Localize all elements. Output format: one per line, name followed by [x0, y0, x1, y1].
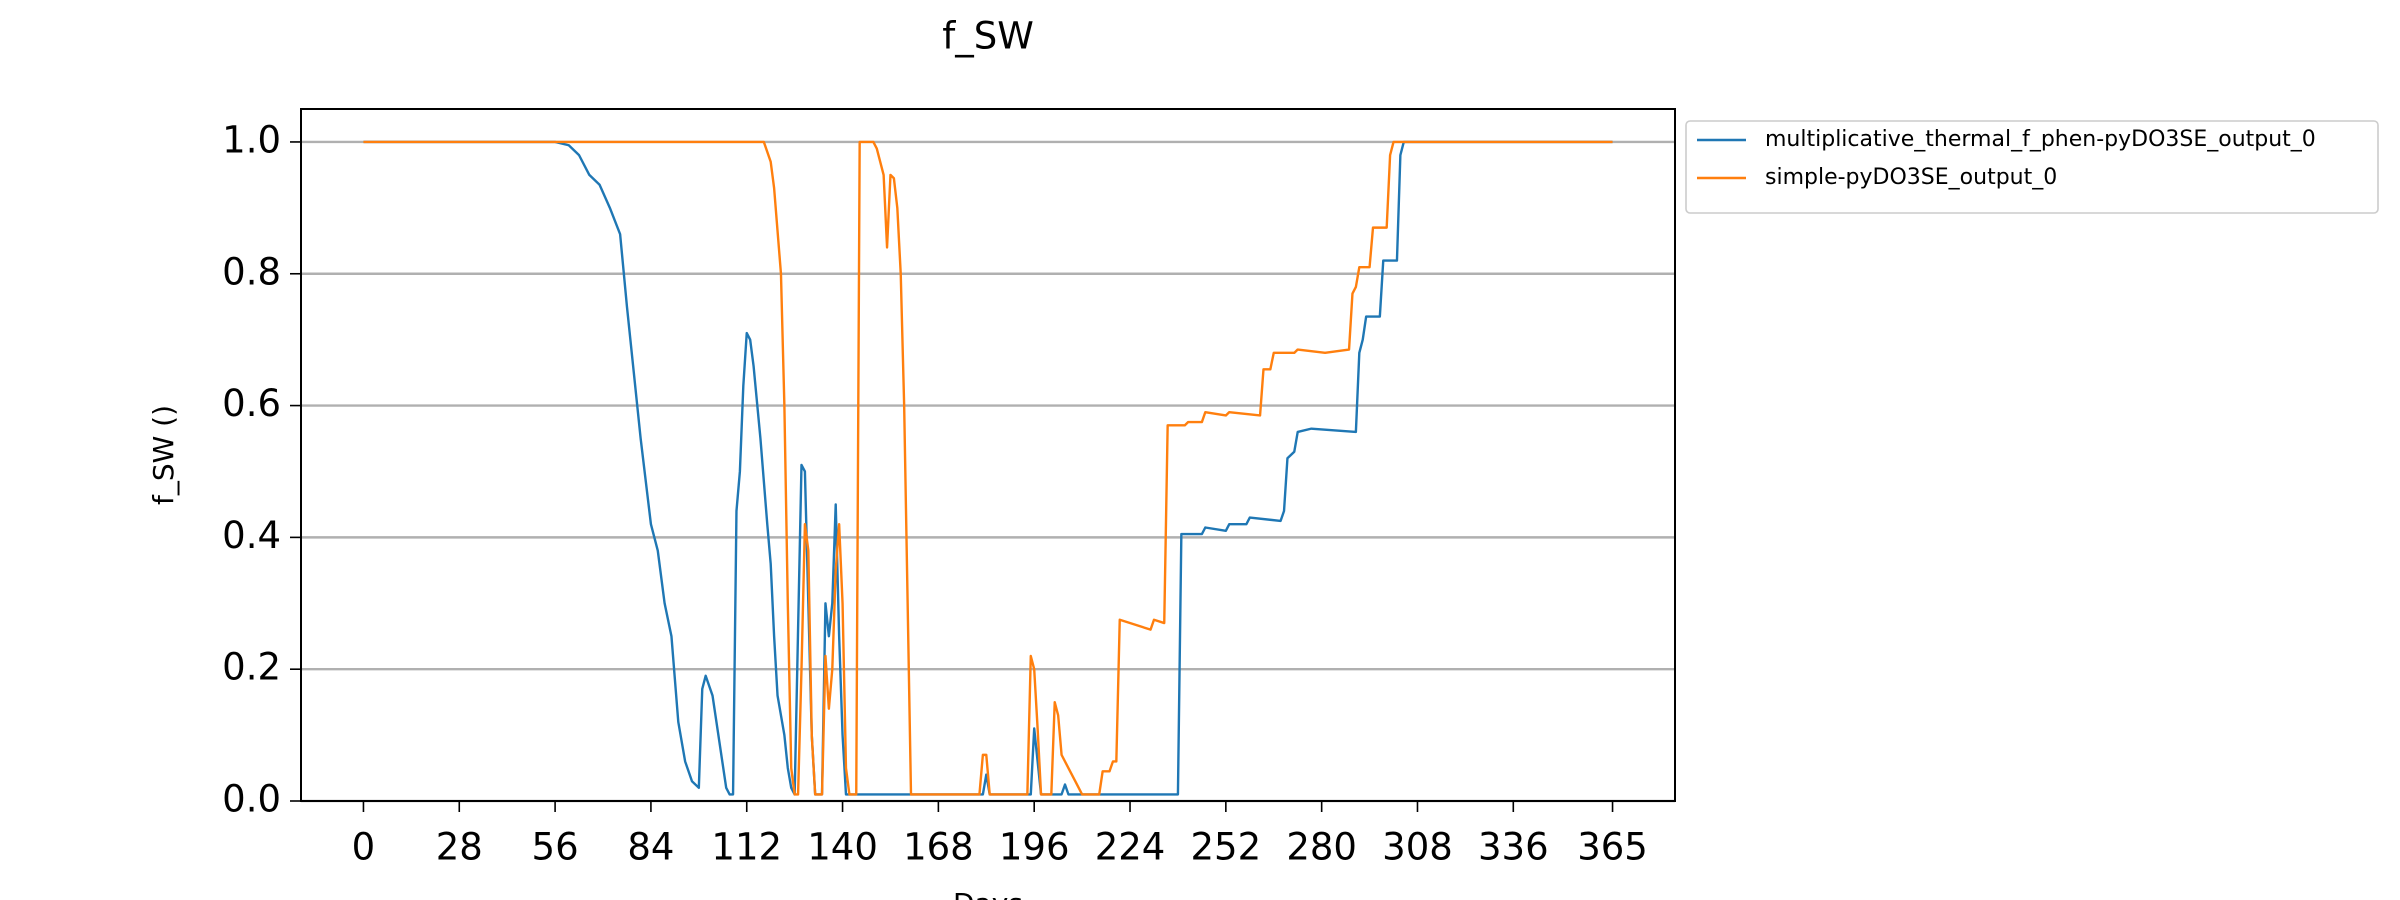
x-tick-label: 112 — [711, 826, 782, 869]
x-axis-label: Days — [953, 887, 1023, 900]
x-tick-label: 252 — [1191, 826, 1262, 869]
legend-box — [1685, 120, 2379, 214]
y-tick-label: 0.6 — [222, 382, 281, 425]
x-tick-label: 365 — [1577, 826, 1648, 869]
data-line — [363, 140, 1613, 796]
y-tick-label: 0.8 — [222, 250, 281, 293]
x-tick-label: 224 — [1095, 826, 1166, 869]
x-tick-label: 280 — [1286, 826, 1357, 869]
x-tick-label: 56 — [532, 826, 579, 869]
y-tick-label: 0.2 — [222, 646, 281, 689]
x-tick-label: 308 — [1382, 826, 1453, 869]
x-tick-label: 140 — [807, 826, 878, 869]
legend-label: multiplicative_thermal_f_phen-pyDO3SE_ou… — [1765, 127, 2316, 152]
data-line — [363, 140, 1613, 796]
x-tick-label: 168 — [903, 826, 974, 869]
y-tick-label: 0.0 — [222, 778, 281, 821]
y-tick-label: 1.0 — [222, 118, 281, 161]
x-tick-label: 28 — [436, 826, 483, 869]
chart-title: f_SW — [942, 15, 1034, 58]
y-axis-label: f_SW () — [147, 405, 180, 505]
legend-label: simple-pyDO3SE_output_0 — [1765, 165, 2057, 190]
plot-frame — [300, 108, 1676, 802]
x-tick-label: 196 — [999, 826, 1070, 869]
x-tick-label: 0 — [352, 826, 376, 869]
y-tick-label: 0.4 — [222, 514, 281, 557]
x-tick-label: 84 — [627, 826, 674, 869]
x-tick-label: 336 — [1478, 826, 1549, 869]
